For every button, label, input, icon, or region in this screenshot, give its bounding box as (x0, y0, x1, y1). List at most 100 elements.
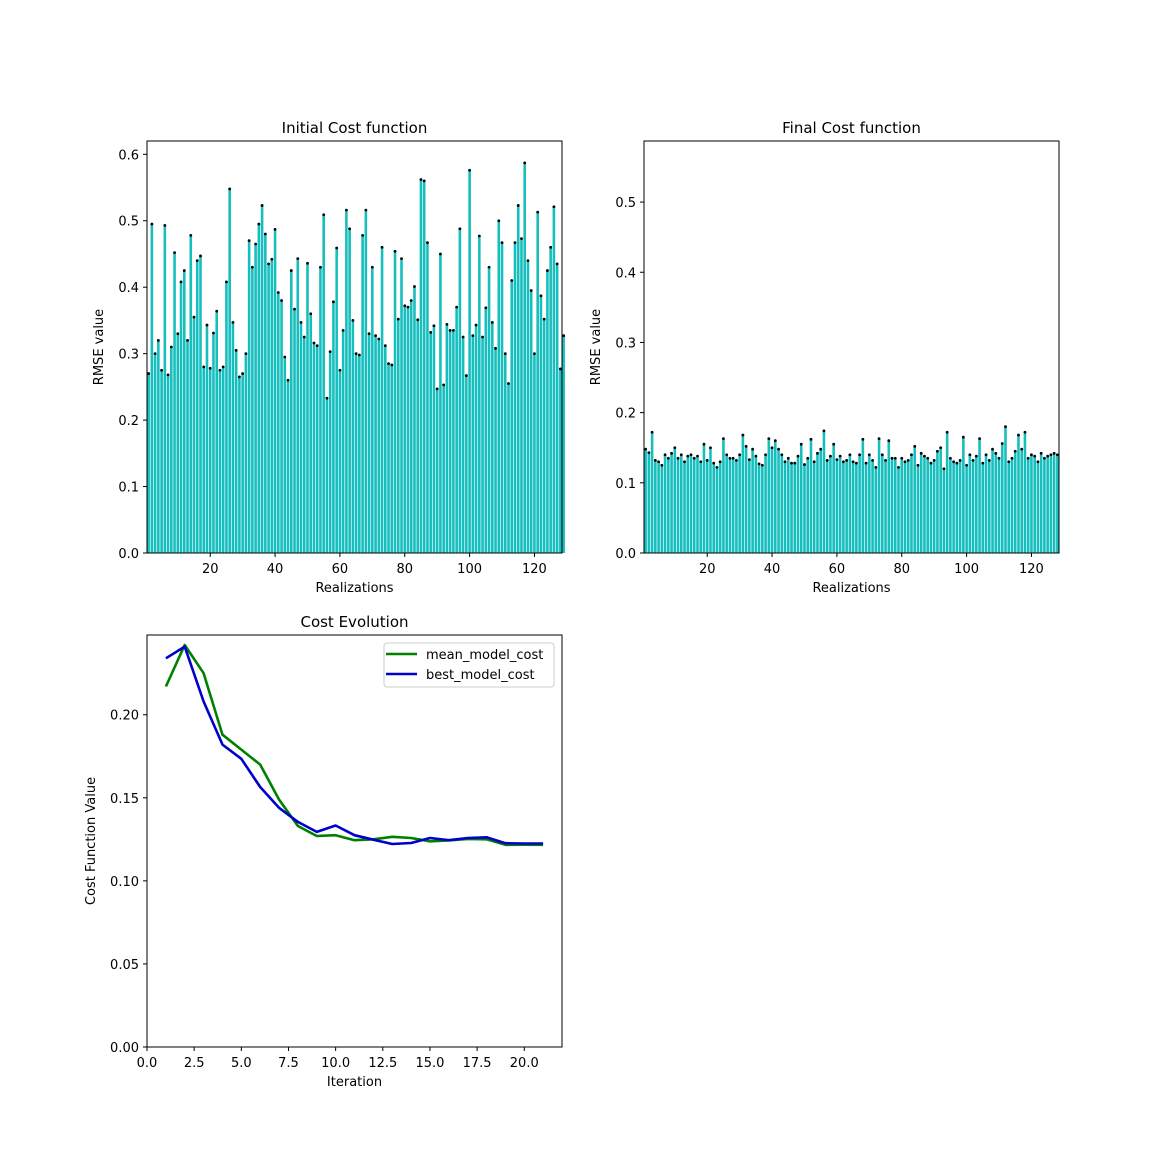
bar (426, 242, 429, 554)
y-tick-label: 0.00 (110, 1041, 139, 1056)
bar (393, 251, 397, 553)
bar (325, 398, 329, 553)
x-tick-label: 100 (954, 562, 979, 577)
bar (657, 461, 660, 553)
bar (709, 447, 712, 553)
bar (932, 460, 936, 553)
bar (361, 235, 364, 553)
bar (293, 309, 296, 553)
bar (793, 463, 797, 553)
bar-marker (764, 453, 767, 457)
bar (215, 311, 219, 553)
bar (302, 337, 306, 553)
bar-marker (549, 245, 553, 249)
bar (816, 453, 819, 553)
bar (696, 456, 699, 553)
bar (835, 459, 839, 553)
bar-marker (910, 453, 913, 457)
bar (173, 252, 176, 553)
bar (176, 333, 180, 553)
bar (555, 263, 559, 553)
bar (851, 461, 855, 553)
bar (968, 454, 972, 553)
x-tick-label: 12.5 (368, 1056, 397, 1071)
bar (650, 432, 654, 553)
bar (916, 465, 920, 553)
x-axis-label: Iteration (327, 1075, 382, 1090)
bar-marker (344, 208, 348, 212)
bar-marker (897, 465, 900, 469)
bar-marker (760, 463, 764, 467)
axes-frame (643, 140, 1060, 554)
bar-marker (215, 309, 219, 313)
bar (490, 322, 494, 553)
bar-marker (932, 458, 936, 462)
bar (874, 467, 878, 553)
bar (494, 348, 497, 553)
bar-marker (513, 241, 517, 245)
bar (699, 461, 703, 553)
bar (770, 447, 774, 553)
bar (199, 255, 202, 553)
bar (296, 258, 300, 553)
x-tick-label: 20.0 (510, 1056, 539, 1071)
bar-marker (195, 259, 199, 263)
bar (1030, 454, 1033, 553)
bar-marker (877, 437, 881, 440)
bar-marker (660, 463, 664, 467)
y-tick-label: 0.15 (110, 792, 139, 807)
bar-marker (403, 304, 407, 308)
bar-marker (816, 451, 819, 455)
bar (507, 383, 510, 553)
bar (832, 444, 835, 553)
bar (461, 337, 465, 553)
bar (315, 345, 319, 553)
bar (670, 453, 673, 553)
bar (147, 373, 150, 553)
bar (751, 449, 754, 553)
bar-marker (1049, 453, 1053, 457)
bar (212, 333, 215, 553)
bar (455, 307, 458, 553)
x-tick-label: 60 (829, 562, 846, 577)
bar (367, 333, 371, 553)
bar (1000, 443, 1004, 553)
bar (562, 335, 565, 553)
bar-marker (958, 458, 962, 462)
bar-marker (176, 332, 180, 336)
bar (465, 375, 468, 553)
bar (692, 458, 696, 553)
bar (371, 267, 374, 553)
bar (825, 460, 829, 553)
chart-title: Final Cost function (782, 119, 921, 137)
bar-marker (455, 305, 459, 309)
y-tick-label: 0.10 (110, 875, 139, 890)
bar-marker (212, 331, 215, 335)
bar (728, 458, 732, 553)
bar (984, 454, 988, 553)
bar (718, 461, 722, 553)
bar (757, 463, 761, 553)
x-tick-label: 80 (396, 562, 413, 577)
bar (913, 446, 917, 553)
bar-marker (247, 239, 251, 243)
bar (458, 228, 462, 553)
bar (419, 179, 423, 553)
bar (676, 458, 680, 553)
bar (971, 460, 975, 553)
bar-marker (809, 437, 813, 441)
bar-marker (526, 259, 530, 263)
bar (1007, 461, 1011, 553)
bar (838, 456, 842, 553)
bar-marker (263, 232, 267, 236)
x-tick-label: 5.0 (231, 1056, 252, 1071)
bar-marker (952, 460, 956, 464)
series-line-best_model_cost (165, 645, 544, 846)
bar (231, 322, 235, 553)
bar (975, 456, 978, 553)
bar-marker (832, 442, 836, 446)
bar-marker (208, 366, 212, 370)
bar (345, 210, 348, 553)
bar-marker (900, 456, 904, 460)
bar (542, 319, 546, 553)
